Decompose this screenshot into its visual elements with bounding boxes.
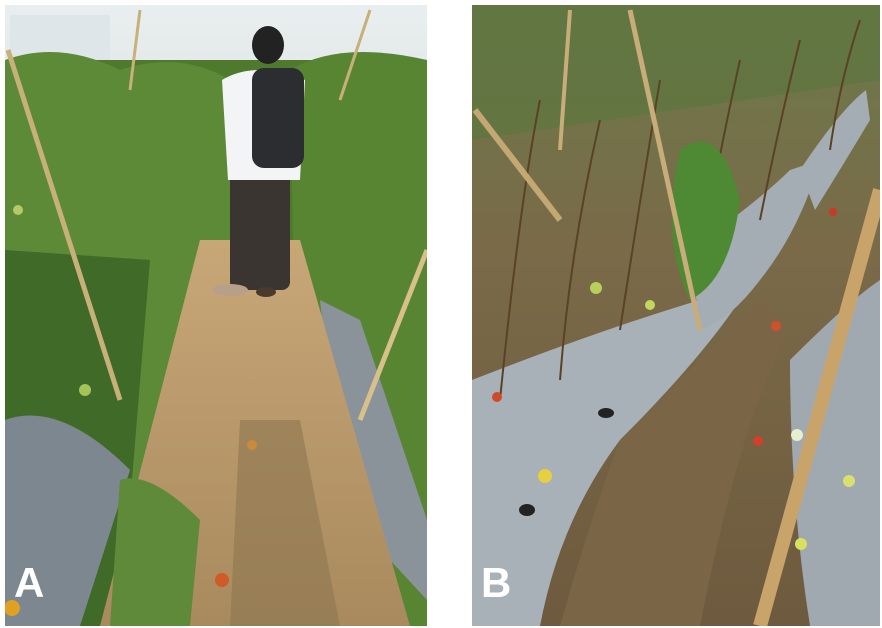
panel-label: B: [481, 559, 511, 606]
photo-b: [472, 5, 880, 626]
panel-label: A: [14, 559, 44, 606]
photo-a: [5, 5, 427, 626]
